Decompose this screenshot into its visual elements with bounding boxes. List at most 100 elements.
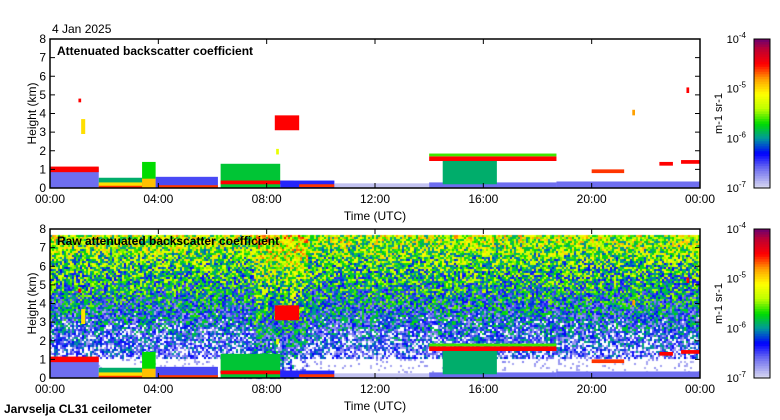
colorbar-swatch bbox=[754, 276, 770, 280]
colorbar-swatch bbox=[754, 43, 770, 47]
colorbar-swatch bbox=[754, 185, 770, 189]
x-tick-label: 08:00 bbox=[252, 192, 282, 206]
y-tick-label: 5 bbox=[39, 278, 46, 292]
colorbar-swatch bbox=[754, 283, 770, 287]
colorbar-swatch bbox=[754, 330, 770, 334]
colorbar-swatch bbox=[754, 138, 770, 142]
colorbar-tick-exponent: -7 bbox=[739, 180, 747, 189]
colorbar-swatch bbox=[754, 106, 770, 110]
colorbar-tick-base: 10 bbox=[727, 224, 739, 236]
colorbar-swatch bbox=[754, 335, 770, 339]
colorbar-swatch bbox=[754, 360, 770, 364]
colorbar-swatch bbox=[754, 178, 770, 182]
colorbar-tick-base: 10 bbox=[727, 373, 739, 385]
colorbar-swatch bbox=[754, 233, 770, 237]
x-tick-label: 00:00 bbox=[35, 382, 65, 396]
colorbar-swatch bbox=[754, 263, 770, 267]
colorbar-swatch bbox=[754, 325, 770, 329]
backscatter-cell bbox=[50, 167, 99, 188]
colorbar-tick-label: 10-7 bbox=[727, 180, 747, 195]
x-axis-label: Time (UTC) bbox=[344, 209, 406, 223]
colorbar-swatch bbox=[754, 278, 770, 282]
colorbar-swatch bbox=[754, 120, 770, 124]
x-tick-label: 20:00 bbox=[577, 192, 607, 206]
colorbar-swatch bbox=[754, 180, 770, 184]
backscatter-cell bbox=[50, 356, 99, 363]
colorbar-swatch bbox=[754, 123, 770, 127]
colorbar-swatch bbox=[754, 241, 770, 245]
colorbar-swatch bbox=[754, 39, 770, 42]
backscatter-cell bbox=[142, 368, 156, 378]
y-tick-label: 4 bbox=[39, 297, 46, 311]
colorbar-swatch bbox=[754, 246, 770, 250]
colorbar-swatch bbox=[754, 268, 770, 272]
y-tick-label: 0 bbox=[39, 371, 46, 385]
colorbar-swatch bbox=[754, 373, 770, 377]
colorbar-tick-base: 10 bbox=[727, 84, 739, 96]
y-tick-label: 7 bbox=[39, 241, 46, 255]
backscatter-cell bbox=[98, 372, 143, 378]
colorbar-swatch bbox=[754, 323, 770, 327]
x-axis-label: Time (UTC) bbox=[344, 399, 406, 413]
backscatter-cell bbox=[681, 350, 700, 354]
y-tick-label: 1 bbox=[39, 162, 46, 176]
colorbar-swatch bbox=[754, 128, 770, 132]
x-tick-label: 00:00 bbox=[35, 192, 65, 206]
backscatter-cell bbox=[142, 178, 156, 188]
backscatter-cell bbox=[158, 375, 218, 378]
colorbar-swatch bbox=[754, 365, 770, 369]
colorbar-swatch bbox=[754, 76, 770, 80]
backscatter-cell bbox=[276, 338, 279, 345]
backscatter-cell bbox=[98, 185, 143, 188]
colorbar-swatch bbox=[754, 251, 770, 255]
colorbar-swatch bbox=[754, 231, 770, 235]
colorbar-swatch bbox=[754, 353, 770, 357]
colorbar-swatch bbox=[754, 315, 770, 319]
colorbar-swatch bbox=[754, 130, 770, 134]
date-label: 4 Jan 2025 bbox=[52, 22, 112, 36]
y-tick-label: 8 bbox=[39, 222, 46, 236]
colorbar-swatch bbox=[754, 150, 770, 154]
colorbar-swatch bbox=[754, 140, 770, 144]
colorbar-swatch bbox=[754, 165, 770, 169]
colorbar-swatch bbox=[754, 375, 770, 379]
backscatter-cell bbox=[334, 373, 430, 378]
colorbar-swatch bbox=[754, 305, 770, 309]
colorbar-swatch bbox=[754, 296, 770, 300]
colorbar-swatch bbox=[754, 63, 770, 67]
colorbar-swatch bbox=[754, 66, 770, 70]
colorbar-swatch bbox=[754, 308, 770, 312]
colorbar-swatch bbox=[754, 343, 770, 347]
footer-label: Jarvselja CL31 ceilometer bbox=[4, 402, 152, 416]
backscatter-cell bbox=[50, 357, 99, 378]
colorbar-swatch bbox=[754, 301, 770, 304]
colorbar-swatch bbox=[754, 328, 770, 332]
y-tick-label: 4 bbox=[39, 107, 46, 121]
colorbar-swatch bbox=[754, 48, 770, 52]
colorbar-swatch bbox=[754, 256, 770, 260]
backscatter-cell bbox=[334, 183, 430, 188]
colorbar-tick-exponent: -6 bbox=[739, 320, 747, 329]
backscatter-cell bbox=[442, 160, 497, 185]
colorbar-swatch bbox=[754, 286, 770, 290]
backscatter-cell bbox=[299, 184, 335, 188]
colorbar-swatch bbox=[754, 318, 770, 322]
colorbar-swatch bbox=[754, 291, 770, 295]
colorbar-tick-label: 10-7 bbox=[727, 370, 747, 385]
x-tick-label: 20:00 bbox=[577, 382, 607, 396]
colorbar-swatch bbox=[754, 118, 770, 122]
backscatter-cell bbox=[50, 166, 99, 173]
colorbar-swatch bbox=[754, 46, 770, 50]
backscatter-cell bbox=[429, 346, 557, 351]
heatmap-features bbox=[50, 277, 700, 378]
backscatter-cell bbox=[274, 115, 300, 131]
colorbar-swatch bbox=[754, 148, 770, 152]
colorbar-label: m-1 sr-1 bbox=[713, 93, 725, 134]
colorbar-tick-label: 10-6 bbox=[727, 130, 747, 145]
backscatter-cell bbox=[659, 161, 673, 166]
x-tick-label: 00:00 bbox=[685, 192, 715, 206]
colorbar-swatch bbox=[754, 236, 770, 240]
